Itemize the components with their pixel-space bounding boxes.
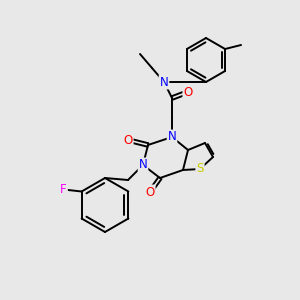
Text: S: S xyxy=(196,163,204,176)
Text: O: O xyxy=(183,85,193,98)
Text: O: O xyxy=(146,185,154,199)
Text: N: N xyxy=(139,158,147,172)
Text: N: N xyxy=(168,130,176,143)
Text: N: N xyxy=(160,76,168,88)
Text: O: O xyxy=(123,134,133,146)
Text: F: F xyxy=(60,183,67,196)
